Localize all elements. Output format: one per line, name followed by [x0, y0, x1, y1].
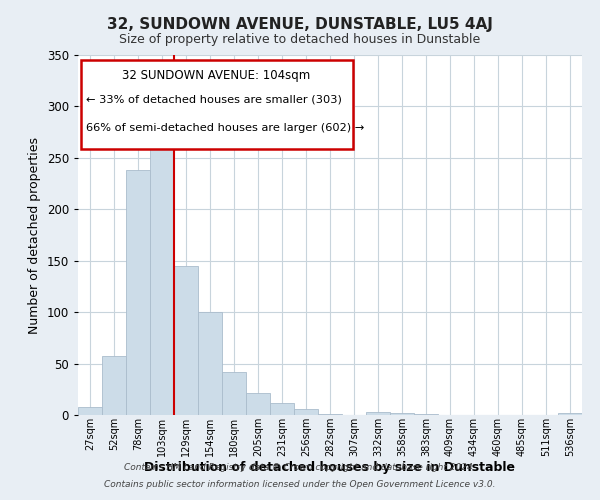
Bar [294, 409, 318, 415]
Bar [414, 414, 438, 415]
Text: 66% of semi-detached houses are larger (602) →: 66% of semi-detached houses are larger (… [86, 124, 364, 134]
Bar [270, 402, 294, 415]
Bar [102, 356, 126, 415]
Bar [174, 266, 198, 415]
Text: 32, SUNDOWN AVENUE, DUNSTABLE, LU5 4AJ: 32, SUNDOWN AVENUE, DUNSTABLE, LU5 4AJ [107, 18, 493, 32]
Bar [318, 414, 342, 415]
FancyBboxPatch shape [80, 60, 353, 148]
X-axis label: Distribution of detached houses by size in Dunstable: Distribution of detached houses by size … [145, 462, 515, 474]
Bar [126, 170, 150, 415]
Y-axis label: Number of detached properties: Number of detached properties [28, 136, 41, 334]
Text: Contains public sector information licensed under the Open Government Licence v3: Contains public sector information licen… [104, 480, 496, 489]
Bar [558, 413, 582, 415]
Bar [198, 312, 222, 415]
Text: ← 33% of detached houses are smaller (303): ← 33% of detached houses are smaller (30… [86, 94, 341, 104]
Bar [78, 407, 102, 415]
Bar [390, 413, 414, 415]
Bar [246, 394, 270, 415]
Text: 32 SUNDOWN AVENUE: 104sqm: 32 SUNDOWN AVENUE: 104sqm [122, 70, 311, 82]
Bar [222, 372, 246, 415]
Bar [366, 412, 390, 415]
Text: Size of property relative to detached houses in Dunstable: Size of property relative to detached ho… [119, 32, 481, 46]
Bar [150, 114, 174, 415]
Text: Contains HM Land Registry data © Crown copyright and database right 2024.: Contains HM Land Registry data © Crown c… [124, 464, 476, 472]
